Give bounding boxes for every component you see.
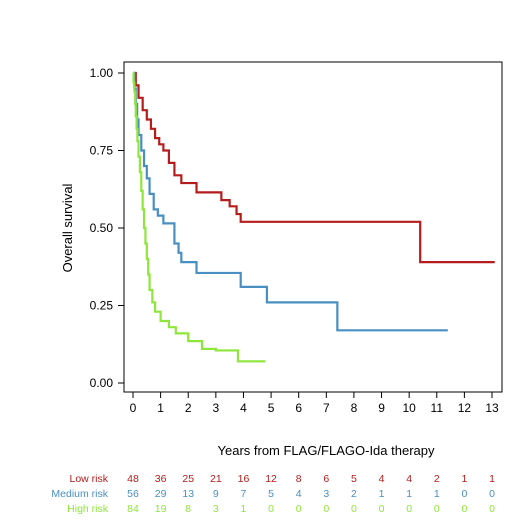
curve-medium-risk — [133, 71, 448, 332]
risk-count: 29 — [155, 488, 167, 500]
x-tick-label: 8 — [351, 401, 358, 415]
x-tick-label: 4 — [240, 401, 247, 415]
y-tick-label: 0.25 — [90, 299, 114, 313]
risk-count: 2 — [434, 473, 440, 485]
x-tick-label: 2 — [185, 401, 192, 415]
risk-count: 0 — [323, 503, 329, 515]
curve-high-risk — [132, 71, 266, 363]
risk-count: 1 — [241, 503, 247, 515]
risk-count: 8 — [296, 473, 302, 485]
y-axis: 0.00 0.25 0.50 0.75 1.00 — [90, 66, 124, 390]
risk-count: 1 — [461, 473, 467, 485]
risk-count: 0 — [379, 503, 385, 515]
risk-count: 0 — [489, 488, 495, 500]
risk-count: 5 — [268, 488, 274, 500]
survival-curves — [132, 71, 495, 363]
risk-count: 21 — [210, 473, 222, 485]
risk-count: 8 — [185, 503, 191, 515]
y-tick-label: 0.50 — [90, 221, 114, 235]
risk-count: 4 — [379, 473, 385, 485]
risk-count: 25 — [182, 473, 194, 485]
x-tick-label: 10 — [402, 401, 416, 415]
x-tick-label: 6 — [295, 401, 302, 415]
risk-count: 1 — [489, 473, 495, 485]
risk-count: 1 — [379, 488, 385, 500]
y-axis-title: Overall survival — [60, 183, 75, 272]
risk-label-high-risk: High risk — [67, 503, 109, 515]
risk-count: 7 — [241, 488, 247, 500]
x-tick-label: 3 — [213, 401, 220, 415]
x-tick-label: 9 — [378, 401, 385, 415]
risk-count: 56 — [127, 488, 139, 500]
x-tick-label: 5 — [268, 401, 275, 415]
risk-count: 1 — [434, 488, 440, 500]
risk-count: 0 — [296, 503, 302, 515]
curve-low-risk — [133, 71, 495, 264]
risk-count: 5 — [351, 473, 357, 485]
x-tick-label: 0 — [130, 401, 137, 415]
x-tick-label: 13 — [485, 401, 499, 415]
risk-count: 0 — [268, 503, 274, 515]
risk-count: 2 — [351, 488, 357, 500]
x-tick-label: 1 — [157, 401, 164, 415]
y-tick-label: 1.00 — [90, 66, 114, 80]
risk-count: 0 — [461, 503, 467, 515]
risk-count: 4 — [406, 473, 412, 485]
risk-count: 12 — [265, 473, 277, 485]
x-axis: 0 1 2 3 4 5 6 7 8 9 10 11 12 13 — [130, 392, 499, 415]
x-tick-label: 12 — [458, 401, 472, 415]
risk-count: 4 — [296, 488, 302, 500]
risk-count: 48 — [127, 473, 139, 485]
risk-count: 9 — [213, 488, 219, 500]
risk-count: 84 — [127, 503, 139, 515]
risk-count: 13 — [182, 488, 194, 500]
risk-label-medium-risk: Medium risk — [51, 488, 108, 500]
risk-count: 36 — [155, 473, 167, 485]
risk-count: 1 — [406, 488, 412, 500]
risk-count: 0 — [489, 503, 495, 515]
y-tick-label: 0.75 — [90, 144, 114, 158]
risk-count: 3 — [213, 503, 219, 515]
y-tick-label: 0.00 — [90, 376, 114, 390]
risk-count: 3 — [323, 488, 329, 500]
risk-count: 19 — [155, 503, 167, 515]
x-tick-label: 11 — [431, 401, 444, 415]
plot-frame — [123, 61, 503, 393]
risk-label-low-risk: Low risk — [69, 473, 108, 485]
risk-count: 16 — [238, 473, 250, 485]
risk-count: 0 — [351, 503, 357, 515]
risk-count: 0 — [461, 488, 467, 500]
x-tick-label: 7 — [323, 401, 330, 415]
risk-count: 6 — [323, 473, 329, 485]
risk-count: 0 — [406, 503, 412, 515]
x-axis-title: Years from FLAG/FLAGO-Ida therapy — [218, 443, 435, 458]
risk-count: 0 — [434, 503, 440, 515]
